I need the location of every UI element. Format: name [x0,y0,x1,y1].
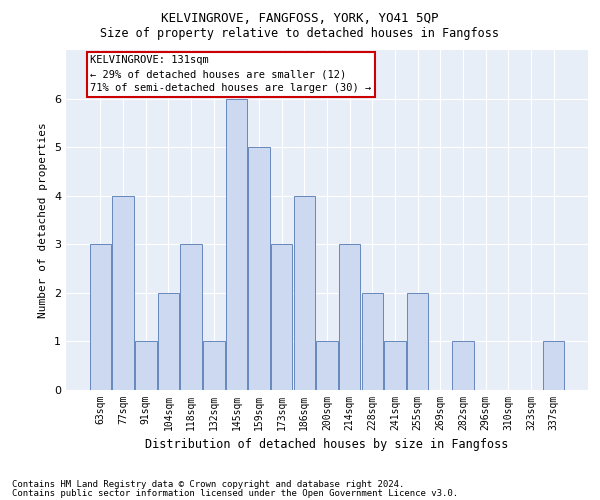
Bar [135,342,157,390]
Bar [384,342,406,390]
Text: Size of property relative to detached houses in Fangfoss: Size of property relative to detached ho… [101,28,499,40]
Bar [248,147,270,390]
Bar [362,293,383,390]
Bar [271,244,292,390]
Bar [181,244,202,390]
Bar [316,342,338,390]
Bar [203,342,224,390]
Text: Contains public sector information licensed under the Open Government Licence v3: Contains public sector information licen… [12,489,458,498]
Bar [339,244,361,390]
Text: Contains HM Land Registry data © Crown copyright and database right 2024.: Contains HM Land Registry data © Crown c… [12,480,404,489]
Bar [226,98,247,390]
Bar [293,196,315,390]
Bar [452,342,473,390]
Bar [407,293,428,390]
Bar [112,196,134,390]
Y-axis label: Number of detached properties: Number of detached properties [38,122,49,318]
Bar [543,342,564,390]
X-axis label: Distribution of detached houses by size in Fangfoss: Distribution of detached houses by size … [145,438,509,452]
Text: KELVINGROVE, FANGFOSS, YORK, YO41 5QP: KELVINGROVE, FANGFOSS, YORK, YO41 5QP [161,12,439,26]
Bar [158,293,179,390]
Text: KELVINGROVE: 131sqm
← 29% of detached houses are smaller (12)
71% of semi-detach: KELVINGROVE: 131sqm ← 29% of detached ho… [90,56,371,94]
Bar [90,244,111,390]
